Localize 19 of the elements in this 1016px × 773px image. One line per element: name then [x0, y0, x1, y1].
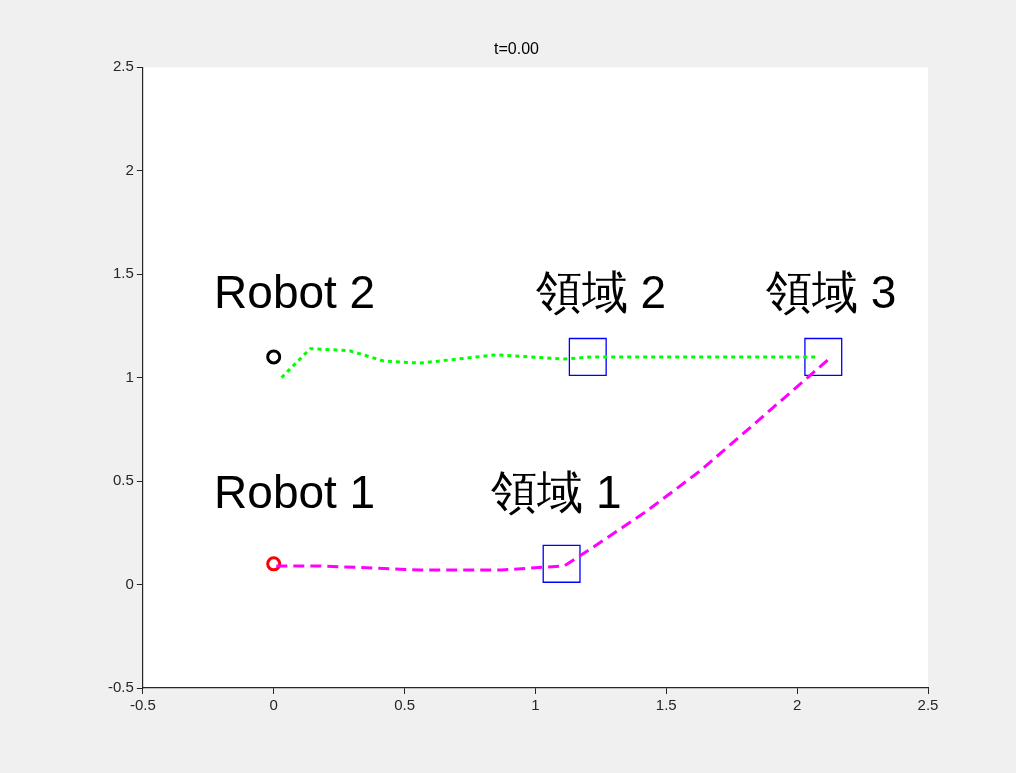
x-tick-label: 0.5 — [394, 696, 415, 714]
annotation: 領域 3 — [765, 265, 897, 318]
annotation: 領域 2 — [535, 265, 667, 318]
y-tick-label: 0.5 — [112, 471, 134, 489]
y-tick-label: 2 — [125, 160, 134, 178]
x-tick-label: 0 — [269, 696, 278, 714]
x-tick-label: 1.5 — [655, 696, 677, 714]
y-tick-label: 0 — [125, 574, 134, 592]
annotation: Robot 2 — [214, 265, 376, 318]
chart-title: t=0.00 — [494, 40, 540, 58]
x-tick-label: 2 — [792, 696, 802, 714]
x-tick-label: 1 — [531, 696, 540, 714]
annotation: Robot 1 — [214, 466, 376, 519]
y-tick-label: 1 — [125, 367, 134, 385]
y-tick-label: 2.5 — [112, 57, 134, 75]
y-tick-label: 1.5 — [112, 264, 134, 282]
annotation: 領域 1 — [491, 466, 622, 519]
y-tick-label: -0.5 — [107, 678, 134, 696]
x-tick-label: 2.5 — [917, 696, 939, 714]
